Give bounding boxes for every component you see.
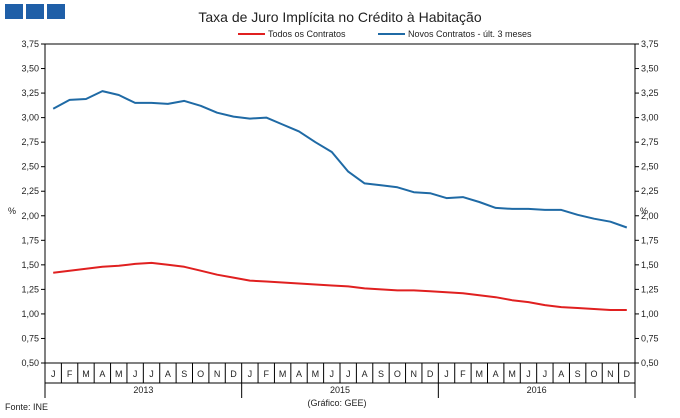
line-chart: Taxa de Juro Implícita no Crédito à Habi… — [0, 0, 680, 418]
y-tick-label-left: 3,50 — [21, 64, 39, 74]
x-month-label: F — [460, 369, 466, 379]
y-tick-label-left: 2,75 — [21, 137, 39, 147]
y-tick-label-left: 1,75 — [21, 235, 39, 245]
x-month-label: A — [493, 369, 499, 379]
y-tick-label-left: 0,75 — [21, 333, 39, 343]
y-tick-label-right: 3,25 — [641, 88, 659, 98]
legend: Todos os Contratos Novos Contratos - últ… — [238, 29, 532, 39]
y-tick-label-right: 1,25 — [641, 284, 659, 294]
x-month-label: A — [362, 369, 368, 379]
x-month-label: M — [82, 369, 90, 379]
y-tick-label-left: 3,00 — [21, 113, 39, 123]
x-month-label: S — [181, 369, 187, 379]
y-tick-label-left: 2,50 — [21, 162, 39, 172]
x-month-label: O — [394, 369, 401, 379]
x-month-label: N — [214, 369, 221, 379]
y-axis-left: 0,50 0,75 1,00 1,25 1,50 1,75 2,00 2,25 2,50 2,75… — [21, 39, 45, 368]
legend-label-todos: Todos os Contratos — [268, 29, 346, 39]
footer-source: Fonte: INE — [5, 402, 48, 412]
y-tick-label-right: 3,75 — [641, 39, 659, 49]
y-axis-right: 0,500,751,001,251,501,752,002,252,502,75… — [635, 39, 659, 368]
x-month-label: O — [591, 369, 598, 379]
x-month-label: J — [543, 369, 548, 379]
x-month-label: J — [346, 369, 351, 379]
x-month-label: J — [330, 369, 335, 379]
x-month-label: N — [411, 369, 418, 379]
x-month-label: J — [149, 369, 154, 379]
y-axis-label-right: % — [640, 206, 648, 216]
series-line-todos — [53, 263, 627, 310]
y-tick-label-right: 2,75 — [641, 137, 659, 147]
x-month-label: J — [133, 369, 138, 379]
y-tick-label-right: 2,50 — [641, 162, 659, 172]
y-tick-label-right: 1,50 — [641, 260, 659, 270]
series-line-novos — [53, 91, 627, 227]
x-month-label: D — [624, 369, 631, 379]
y-tick-label-right: 0,75 — [641, 333, 659, 343]
x-month-label: J — [526, 369, 531, 379]
x-month-label: A — [558, 369, 564, 379]
y-tick-label-left: 1,50 — [21, 260, 39, 270]
x-month-label: J — [444, 369, 449, 379]
x-month-label: F — [67, 369, 73, 379]
legend-label-novos: Novos Contratos - últ. 3 meses — [408, 29, 532, 39]
x-month-label: M — [508, 369, 516, 379]
x-month-label: J — [51, 369, 56, 379]
footer-credit: (Gráfico: GEE) — [307, 398, 366, 408]
x-month-label: F — [264, 369, 270, 379]
x-month-label: O — [197, 369, 204, 379]
x-month-label: A — [165, 369, 171, 379]
y-tick-label-left: 3,75 — [21, 39, 39, 49]
series-lines — [53, 91, 627, 310]
chart-title: Taxa de Juro Implícita no Crédito à Habi… — [198, 9, 481, 25]
y-tick-label-left: 3,25 — [21, 88, 39, 98]
y-tick-label-left: 1,00 — [21, 309, 39, 319]
y-tick-label-right: 2,25 — [641, 186, 659, 196]
x-month-label: D — [230, 369, 237, 379]
x-month-label: S — [378, 369, 384, 379]
x-month-label: A — [99, 369, 105, 379]
y-tick-label-right: 3,00 — [641, 113, 659, 123]
y-tick-label-right: 0,50 — [641, 358, 659, 368]
x-month-label: M — [115, 369, 123, 379]
plot-frame — [45, 44, 635, 363]
y-axis-label-left: % — [8, 206, 16, 216]
x-year-label: 2013 — [133, 385, 153, 395]
y-tick-label-left: 2,00 — [21, 211, 39, 221]
y-tick-label-left: 0,50 — [21, 358, 39, 368]
x-month-label: M — [312, 369, 320, 379]
x-month-label: N — [607, 369, 614, 379]
x-month-label: M — [476, 369, 484, 379]
y-tick-label-left: 2,25 — [21, 186, 39, 196]
x-month-label: D — [427, 369, 434, 379]
y-tick-label-right: 3,50 — [641, 64, 659, 74]
x-month-label: A — [296, 369, 302, 379]
x-year-label: 2016 — [527, 385, 547, 395]
x-year-label: 2015 — [330, 385, 350, 395]
y-tick-label-left: 1,25 — [21, 284, 39, 294]
y-tick-label-right: 1,75 — [641, 235, 659, 245]
x-month-label: M — [279, 369, 287, 379]
y-tick-label-right: 1,00 — [641, 309, 659, 319]
x-month-label: S — [575, 369, 581, 379]
x-month-label: J — [248, 369, 253, 379]
x-axis: J F M A M J J A S O N D J F M A M J J A S O N D J F M A M J J A S O N D2013… — [45, 363, 635, 398]
